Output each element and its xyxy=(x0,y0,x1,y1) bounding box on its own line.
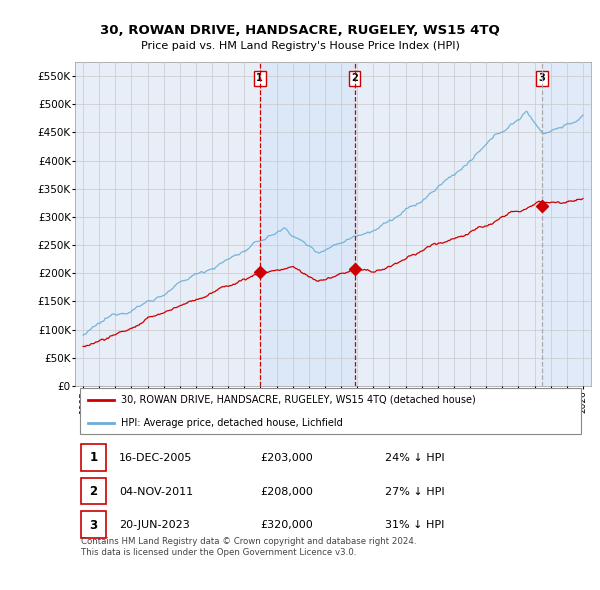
Text: 30, ROWAN DRIVE, HANDSACRE, RUGELEY, WS15 4TQ (detached house): 30, ROWAN DRIVE, HANDSACRE, RUGELEY, WS1… xyxy=(121,395,476,405)
Text: 24% ↓ HPI: 24% ↓ HPI xyxy=(385,453,444,463)
FancyBboxPatch shape xyxy=(81,512,106,538)
Text: HPI: Average price, detached house, Lichfield: HPI: Average price, detached house, Lich… xyxy=(121,418,343,428)
Text: £208,000: £208,000 xyxy=(261,487,314,497)
Text: 2: 2 xyxy=(89,485,98,498)
Text: Price paid vs. HM Land Registry's House Price Index (HPI): Price paid vs. HM Land Registry's House … xyxy=(140,41,460,51)
Text: 04-NOV-2011: 04-NOV-2011 xyxy=(119,487,193,497)
Text: 2: 2 xyxy=(351,73,358,83)
Text: 1: 1 xyxy=(256,73,263,83)
FancyBboxPatch shape xyxy=(80,388,581,434)
Text: £203,000: £203,000 xyxy=(261,453,314,463)
Text: 1: 1 xyxy=(89,451,98,464)
Bar xyxy=(542,62,591,386)
Text: 16-DEC-2005: 16-DEC-2005 xyxy=(119,453,192,463)
FancyBboxPatch shape xyxy=(81,477,106,504)
Text: £320,000: £320,000 xyxy=(261,520,314,530)
Text: 3: 3 xyxy=(539,73,545,83)
Text: 31% ↓ HPI: 31% ↓ HPI xyxy=(385,520,444,530)
Text: 20-JUN-2023: 20-JUN-2023 xyxy=(119,520,190,530)
FancyBboxPatch shape xyxy=(81,444,106,471)
Text: 30, ROWAN DRIVE, HANDSACRE, RUGELEY, WS15 4TQ: 30, ROWAN DRIVE, HANDSACRE, RUGELEY, WS1… xyxy=(100,24,500,37)
Text: 27% ↓ HPI: 27% ↓ HPI xyxy=(385,487,444,497)
Bar xyxy=(260,62,355,386)
Text: 3: 3 xyxy=(89,519,98,532)
Text: Contains HM Land Registry data © Crown copyright and database right 2024.
This d: Contains HM Land Registry data © Crown c… xyxy=(81,537,416,557)
